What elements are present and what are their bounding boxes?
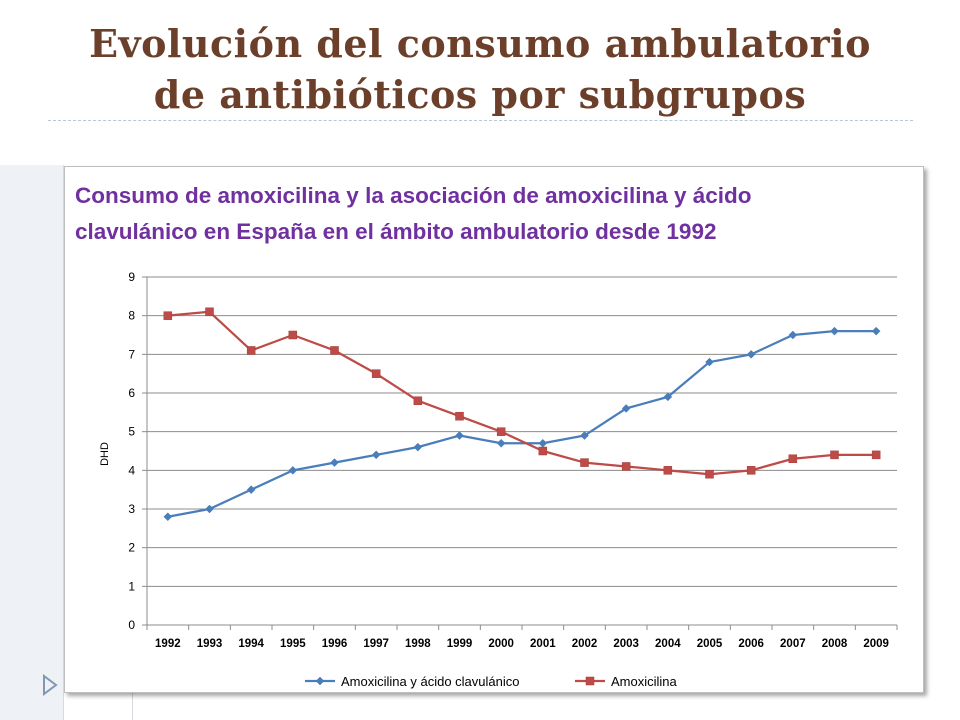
data-point-amox: [788, 454, 798, 463]
y-tick-labels: 0 1 2 3 4 5 6 7 8 9: [128, 270, 135, 632]
data-point-amox-clav: [705, 357, 714, 367]
x-tick-label: 1994: [238, 638, 264, 650]
legend-marker: [585, 676, 595, 686]
data-point-amox-clav: [538, 438, 548, 448]
data-point-amox: [746, 466, 756, 475]
data-point-amox-clav: [621, 404, 631, 413]
x-tick-label: 1999: [447, 638, 473, 650]
data-point-amox-clav: [871, 326, 881, 336]
x-tick-label: 1995: [280, 638, 306, 650]
data-point-amox-clav: [663, 392, 673, 402]
y-tick-label: 5: [128, 425, 135, 439]
legend: Amoxicilina y ácido clavulánico Amoxicili…: [305, 674, 678, 689]
chart-title-line-2: clavulánico en España en el ámbito ambul…: [75, 219, 717, 244]
x-tick-label: 2007: [780, 638, 806, 650]
data-point-amox-clav: [788, 330, 798, 340]
data-point-amox: [705, 469, 714, 479]
data-point-amox: [413, 396, 423, 405]
x-tick-label: 2002: [572, 638, 598, 650]
series-line-amoxicilina: [167, 310, 877, 476]
data-point-amox: [455, 411, 464, 421]
slide-title-line-2: de antibióticos por subgrupos: [153, 72, 807, 117]
y-tick-label: 6: [128, 386, 135, 400]
y-tick-label: 9: [128, 270, 135, 284]
x-tick-label: 2005: [697, 638, 723, 650]
left-decor-band: [0, 165, 63, 720]
data-point-amox-clav: [163, 512, 173, 522]
legend-marker: [315, 676, 325, 686]
data-point-amox: [871, 450, 881, 460]
data-point-amox-clav: [496, 438, 506, 448]
slide-title: Evolución del consumo ambulatorio de ant…: [0, 18, 960, 120]
data-point-amox-clav: [580, 431, 589, 440]
y-tick-label: 1: [128, 579, 135, 593]
x-tick-label: 2004: [655, 638, 681, 650]
x-tick-label: 2009: [863, 638, 889, 650]
x-tick-label: 2006: [738, 638, 764, 650]
data-point-amox-clav: [830, 326, 839, 336]
bottom-decor-line: [132, 692, 133, 720]
x-tick-label: 2003: [613, 638, 639, 650]
legend-label: Amoxicilina y ácido clavulánico: [341, 674, 519, 689]
data-point-amox: [330, 346, 339, 355]
legend-label: Amoxicilina: [611, 674, 678, 689]
y-tick-label: 7: [128, 347, 135, 361]
x-tick-label: 2001: [530, 638, 556, 650]
data-point-amox: [496, 427, 506, 436]
slide-title-line-1: Evolución del consumo ambulatorio: [89, 21, 871, 66]
y-axis-label: DHD: [99, 442, 111, 466]
data-point-amox-clav: [330, 458, 339, 467]
left-decor-line: [63, 165, 64, 720]
series-lines: [167, 310, 877, 518]
axes: [142, 276, 898, 630]
x-tick-label: 2000: [488, 638, 514, 650]
x-tick-label: 1998: [405, 638, 431, 650]
x-tick-label: 1997: [363, 638, 389, 650]
chart-title-line-1: Consumo de amoxicilina y la asociación d…: [75, 183, 752, 208]
x-tick-label: 1992: [155, 638, 181, 650]
data-point-amox: [663, 466, 673, 475]
data-point-amox: [246, 346, 256, 355]
data-point-amox-clav: [746, 349, 756, 359]
data-point-amox: [205, 307, 214, 317]
y-tick-label: 4: [128, 463, 135, 477]
title-divider: [48, 120, 913, 121]
x-tick-label: 2008: [822, 638, 848, 650]
data-point-amox: [621, 462, 631, 471]
data-point-amox: [538, 446, 548, 456]
data-point-amox-clav: [413, 442, 423, 452]
y-tick-label: 3: [128, 502, 135, 516]
bullet-arrow-icon: [43, 674, 58, 696]
data-point-amox-clav: [205, 504, 214, 514]
data-point-amox: [163, 311, 173, 320]
data-point-amox-clav: [246, 485, 256, 495]
data-point-amox: [830, 450, 839, 460]
data-point-amox-clav: [455, 431, 464, 440]
x-tick-labels: 1992 1993 1994 1995 1996 1997 1998 1999 2000 2001…: [155, 638, 889, 650]
y-tick-label: 2: [128, 541, 135, 555]
data-point-amox: [580, 458, 589, 467]
y-tick-label: 0: [128, 618, 135, 632]
y-tick-label: 8: [128, 309, 135, 323]
data-point-amox-clav: [371, 450, 381, 460]
chart-frame: Consumo de amoxicilina y la asociación d…: [64, 166, 924, 693]
x-tick-label: 1996: [322, 638, 348, 650]
gridlines: [147, 276, 897, 587]
data-point-amox-clav: [288, 465, 298, 475]
data-point-amox: [288, 330, 298, 340]
series-line-amoxicilina-clavulanico: [167, 330, 877, 518]
series-markers: [163, 307, 881, 522]
data-point-amox: [371, 369, 381, 378]
x-tick-label: 1993: [197, 638, 223, 650]
